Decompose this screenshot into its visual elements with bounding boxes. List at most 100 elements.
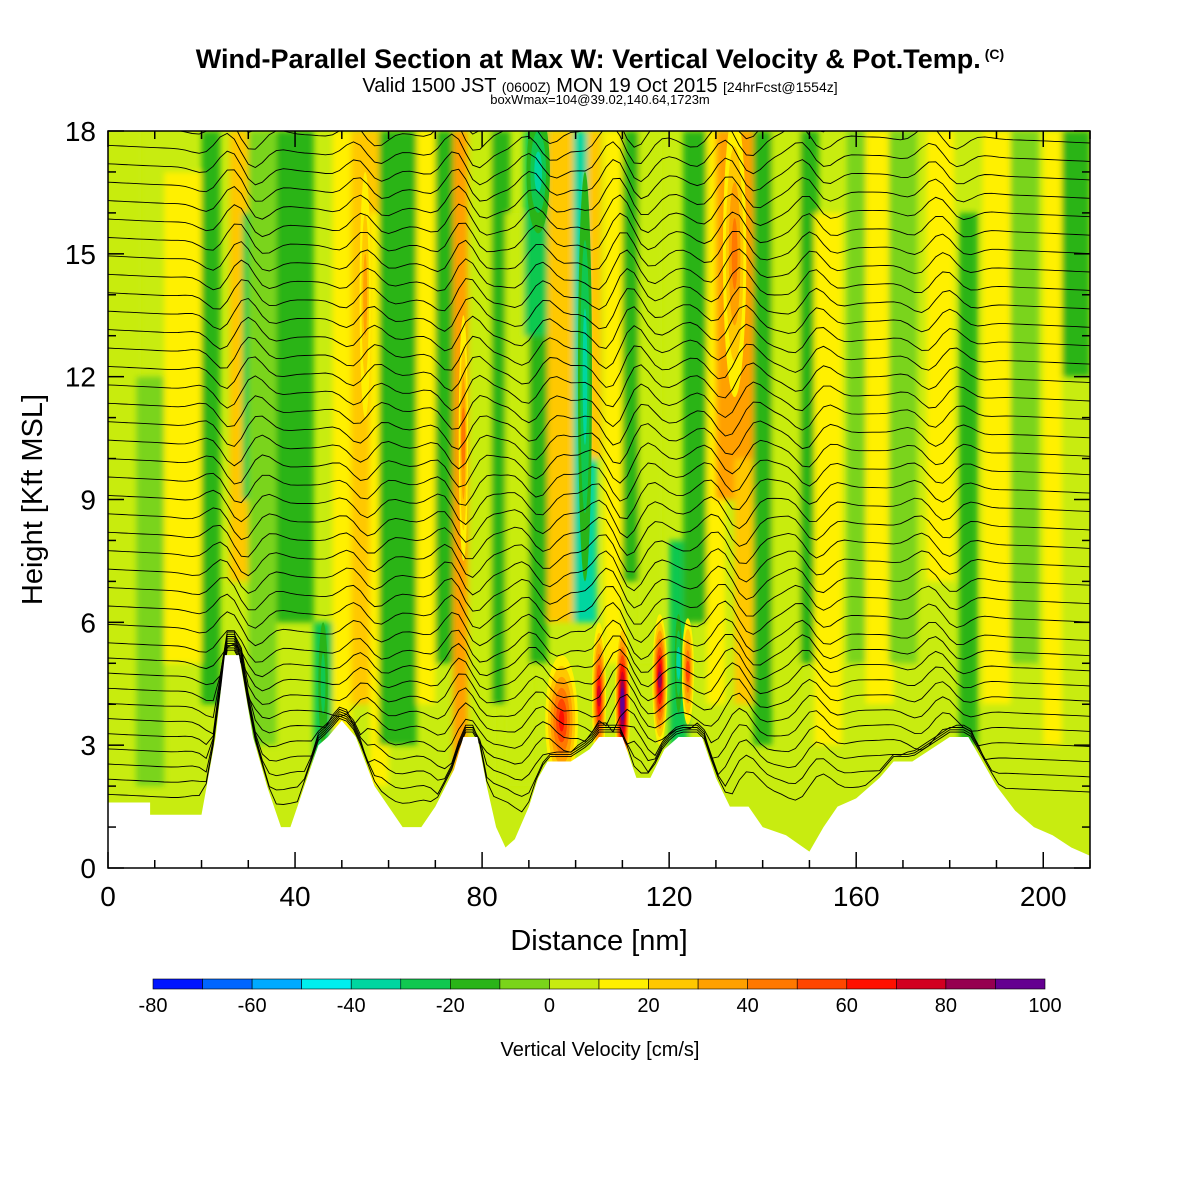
colorbar-swatch	[301, 978, 352, 990]
isentrope	[108, 323, 1090, 371]
w-stripe	[638, 131, 663, 664]
isentrope	[108, 286, 1090, 332]
w-stripe	[865, 131, 894, 705]
valid-utc: (0600Z)	[501, 79, 551, 95]
isentrope	[108, 636, 1090, 720]
isentrope	[108, 131, 1090, 169]
isentrope	[108, 459, 1090, 506]
isentrope	[108, 645, 1090, 781]
valid-time: Valid 1500 JST	[362, 75, 497, 97]
w-stripe	[1043, 131, 1062, 746]
isentrope	[108, 176, 1090, 220]
x-tick-label: 160	[833, 881, 880, 912]
colorbar-tick-label: 40	[737, 995, 759, 1017]
colorbar: -80 -60 -40 -20 0 20 40 60 80 100 Vertical Velocit…	[139, 978, 1062, 1061]
chart-title-text: Wind-Parallel Section at Max W: Vertical…	[195, 44, 981, 74]
isentrope	[108, 640, 1090, 752]
isentrope	[108, 248, 1090, 292]
w-stripe	[416, 131, 436, 705]
w-stripe	[201, 131, 221, 705]
w-stripe	[888, 131, 917, 664]
w-contour-level	[676, 646, 681, 680]
isentrope	[108, 496, 1090, 543]
colorbar-swatch	[400, 978, 451, 990]
colorbar-tick-label: 80	[935, 995, 957, 1017]
isentrope	[108, 583, 1090, 629]
valid-date: MON 19 Oct 2015	[556, 75, 718, 97]
x-tick-label: 0	[100, 881, 116, 912]
y-axis: 0 3 6 9 12 15 18	[65, 116, 1090, 884]
x-tick-label: 80	[467, 881, 498, 912]
colorbar-swatch	[846, 978, 897, 990]
colorbar-swatch	[499, 978, 550, 990]
w-stripe	[1010, 131, 1039, 664]
chart-title: Wind-Parallel Section at Max W: Vertical…	[0, 44, 1200, 75]
box-info: boxWmax=104@39.02,140.64,1723m	[490, 92, 710, 107]
y-tick-label: 12	[65, 362, 96, 393]
isentrope	[108, 647, 1090, 797]
isentrope	[108, 439, 1090, 488]
w-stripe	[528, 335, 548, 664]
isentrope	[108, 211, 1090, 254]
colorbar-swatch	[152, 978, 203, 990]
colorbar-swatch	[549, 978, 600, 990]
y-tick-label: 15	[65, 239, 96, 270]
w-contour-level	[363, 253, 368, 336]
w-contour-level	[657, 671, 662, 688]
copyright-mark: (C)	[984, 46, 1005, 62]
w-stripe	[814, 212, 843, 746]
isentrope	[108, 618, 1090, 663]
colorbar-swatch	[350, 978, 402, 990]
w-contour-level	[620, 696, 625, 713]
w-stripe	[926, 131, 955, 582]
colorbar-swatch	[995, 978, 1046, 990]
colorbar-swatch	[598, 978, 649, 990]
colorbar-tick-label: -40	[337, 995, 366, 1017]
isentropes	[108, 131, 1090, 813]
w-stripe	[547, 131, 576, 623]
w-stripe	[435, 131, 455, 664]
y-tick-label: 0	[80, 853, 96, 884]
isentrope	[108, 631, 1090, 692]
w-contour-level	[582, 308, 588, 445]
x-tick-label: 200	[1020, 881, 1067, 912]
colorbar-swatch	[945, 978, 996, 990]
colorbar-swatch	[450, 978, 501, 990]
downdraft-core	[577, 171, 592, 582]
isentrope	[108, 478, 1090, 526]
colorbar-swatch	[747, 978, 798, 990]
w-contour-level	[461, 407, 466, 469]
colorbar-tick-label: -20	[436, 995, 465, 1017]
w-stripe	[622, 131, 642, 582]
isentrope	[108, 139, 1090, 186]
w-contour-level	[534, 151, 543, 193]
w-contour-level	[558, 709, 565, 732]
w-contour-level	[731, 218, 738, 290]
colorbar-tick-label: 0	[544, 995, 555, 1017]
w-stripe	[753, 131, 773, 746]
colorbar-swatch	[648, 978, 699, 990]
y-tick-label: 9	[80, 485, 96, 516]
isentrope	[108, 513, 1090, 560]
w-contour-level	[597, 685, 601, 707]
forecast-info: [24hrFcst@1554z]	[723, 79, 838, 95]
isentrope	[108, 565, 1090, 612]
colorbar-swatch	[697, 978, 748, 990]
isentrope	[177, 131, 958, 151]
colorbar-label: Vertical Velocity [cm/s]	[501, 1039, 700, 1061]
w-stripe	[248, 131, 277, 746]
isentrope	[108, 633, 1090, 678]
isentrope	[108, 343, 1090, 392]
x-axis: 0 40 80 120 160 200	[100, 131, 1091, 912]
y-tick-label: 6	[80, 607, 96, 638]
isentrope	[108, 266, 1090, 312]
x-axis-label: Distance [nm]	[510, 925, 687, 957]
colorbar-swatch	[896, 978, 947, 990]
isentrope	[108, 381, 1090, 430]
isentrope	[108, 548, 1090, 596]
colorbar-tick-label: 100	[1028, 995, 1061, 1017]
w-stripe	[164, 171, 202, 664]
colorbar-swatch	[251, 978, 302, 990]
colorbar-tick-label: 20	[637, 995, 659, 1017]
w-stripe	[772, 131, 801, 705]
